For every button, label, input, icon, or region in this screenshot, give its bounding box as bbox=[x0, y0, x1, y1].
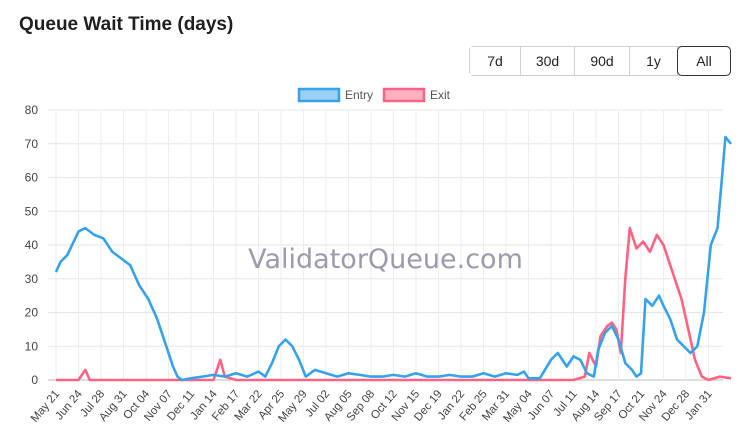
legend-label-entry: Entry bbox=[345, 88, 373, 102]
watermark: ValidatorQueue.com bbox=[248, 244, 523, 275]
y-tick-label: 20 bbox=[25, 306, 39, 320]
range-7d-button[interactable]: 7d bbox=[470, 47, 521, 75]
range-90d-button[interactable]: 90d bbox=[575, 47, 630, 75]
y-tick-label: 0 bbox=[31, 373, 38, 387]
y-tick-label: 50 bbox=[25, 204, 39, 218]
range-30d-button[interactable]: 30d bbox=[521, 47, 575, 75]
x-tick-label: May 21 bbox=[29, 388, 62, 425]
time-range-selector: 7d 30d 90d 1y All bbox=[469, 46, 731, 76]
y-tick-label: 80 bbox=[25, 103, 39, 117]
y-tick-label: 70 bbox=[25, 137, 39, 151]
y-tick-label: 60 bbox=[25, 171, 39, 185]
range-all-button[interactable]: All bbox=[677, 46, 731, 76]
range-1y-button[interactable]: 1y bbox=[630, 47, 678, 75]
y-tick-label: 30 bbox=[25, 272, 39, 286]
y-tick-label: 40 bbox=[25, 238, 39, 252]
legend-label-exit: Exit bbox=[430, 88, 451, 102]
legend-swatch-entry bbox=[297, 87, 341, 103]
y-tick-label: 10 bbox=[25, 339, 39, 353]
legend-swatch-exit bbox=[382, 87, 426, 103]
series-line-entry bbox=[54, 135, 733, 382]
chart-title: Queue Wait Time (days) bbox=[19, 14, 234, 35]
